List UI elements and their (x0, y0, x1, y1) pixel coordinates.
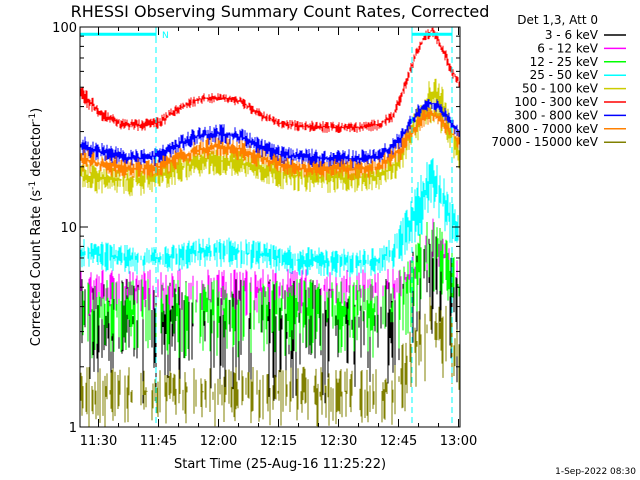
legend-entry-label: 50 - 100 keV (522, 82, 599, 96)
y-tick-label: 1 (69, 421, 77, 436)
series-800-to-7000keV-trace (80, 107, 460, 181)
y-axis-label-part: Corrected Count Rate (s (29, 190, 44, 347)
y-tick-label: 100 (52, 21, 77, 36)
x-tick-label: 11:45 (140, 434, 177, 449)
x-tick-label: 12:30 (320, 434, 357, 449)
y-axis-label: Corrected Count Rate (s-1 detector-1) (28, 108, 44, 346)
legend-entry-label: 3 - 6 keV (545, 28, 599, 42)
legend-entry-label: 7000 - 15000 keV (491, 135, 598, 149)
legend-entry-label: 6 - 12 keV (537, 41, 599, 55)
x-tick-label: 13:00 (440, 434, 477, 449)
y-axis-label-exponent: -1 (28, 113, 38, 122)
y-tick-label: 10 (60, 221, 77, 236)
series-layer (80, 27, 460, 427)
legend-entry-label: 800 - 7000 keV (507, 122, 599, 136)
x-tick-label: 11:30 (80, 434, 117, 449)
axis-layer: 11:30 11:45 12:00 12:15 12:30 12:45 13:00 1 10 10… (52, 21, 477, 449)
series-300-to-800keV-trace (80, 99, 460, 169)
series-12-to-25keV-trace (82, 222, 460, 359)
y-axis-label-part: ) (29, 108, 44, 113)
legend-entry-label: 12 - 25 keV (530, 55, 599, 69)
timestamp: 1-Sep-2022 08:30 (555, 467, 636, 477)
y-axis-label-part: detector (29, 121, 44, 181)
chart-title: RHESSI Observing Summary Count Rates, Co… (71, 2, 490, 21)
x-axis-label: Start Time (25-Aug-16 11:25:22) (174, 457, 386, 472)
series-7000-to-15000keV-trace (80, 297, 460, 427)
x-tick-label: 12:45 (380, 434, 417, 449)
legend-entry-label: 300 - 800 keV (514, 108, 598, 122)
x-tick-label: 12:15 (260, 434, 297, 449)
night-marker-label: N (162, 31, 169, 41)
legend-title: Det 1,3, Att 0 (517, 13, 598, 27)
x-tick-label: 12:00 (200, 434, 237, 449)
series-100-to-300keV-trace (80, 27, 460, 133)
legend-entry-label: 25 - 50 keV (530, 68, 599, 82)
y-axis-label-exponent: -1 (28, 181, 38, 190)
series-25-to-50keV-trace (80, 158, 459, 278)
legend-entry-label: 100 - 300 keV (514, 95, 598, 109)
